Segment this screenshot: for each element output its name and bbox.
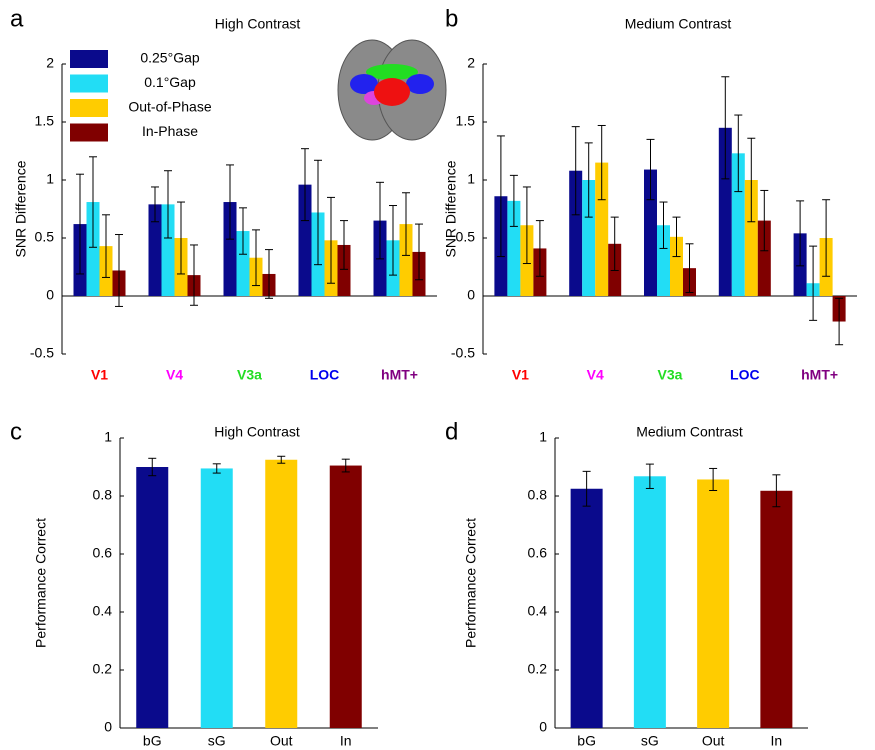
panel-label: d [445, 418, 458, 445]
x-tick-label: V3a [237, 367, 262, 383]
legend-swatch [70, 50, 108, 68]
y-tick-label: 0 [539, 719, 547, 735]
y-tick-label: 1.5 [35, 113, 55, 129]
legend-label: Out-of-Phase [128, 99, 211, 115]
x-tick-label: sG [208, 733, 226, 749]
y-tick-label: 0 [46, 287, 54, 303]
x-tick-label: V1 [512, 367, 529, 383]
x-tick-label: bG [577, 733, 596, 749]
roi-v1 [374, 78, 410, 106]
x-tick-label: V1 [91, 367, 108, 383]
x-tick-label: hMT+ [381, 367, 418, 383]
roi-loc [350, 74, 378, 94]
x-tick-label: LOC [730, 367, 760, 383]
legend-swatch [70, 99, 108, 117]
bar [161, 204, 175, 296]
y-tick-label: 2 [467, 55, 475, 71]
y-tick-label: 0.4 [528, 603, 548, 619]
x-tick-label: In [771, 733, 783, 749]
y-tick-label: 0 [104, 719, 112, 735]
bar [337, 244, 351, 296]
x-tick-label: V4 [166, 367, 183, 383]
bar [148, 204, 162, 296]
bar [670, 236, 683, 296]
bar [507, 200, 521, 296]
bar [136, 467, 169, 728]
bar [236, 231, 250, 296]
legend-swatch [70, 123, 108, 142]
x-tick-label: Out [270, 733, 293, 749]
panel-label: a [10, 5, 24, 32]
y-tick-label: 0.6 [528, 545, 548, 561]
legend-label: 0.1°Gap [144, 74, 196, 90]
y-tick-label: 0.4 [93, 603, 113, 619]
bar [86, 202, 100, 296]
y-tick-label: -0.5 [451, 345, 475, 361]
bar [718, 127, 732, 296]
bar [744, 180, 758, 296]
y-axis-label: SNR Difference [13, 160, 29, 257]
bar [223, 202, 237, 296]
y-axis-label: Performance Correct [463, 518, 479, 648]
x-tick-label: LOC [310, 367, 340, 383]
x-tick-label: sG [641, 733, 659, 749]
panel-label: c [10, 418, 22, 445]
legend-label: In-Phase [142, 123, 198, 139]
bar [595, 162, 609, 296]
y-tick-label: 1 [46, 171, 54, 187]
bar [298, 184, 312, 296]
bar [644, 169, 657, 296]
y-tick-label: 1 [104, 429, 112, 445]
y-tick-label: 1 [539, 429, 547, 445]
y-axis-label: Performance Correct [33, 518, 49, 648]
bar [569, 170, 583, 296]
y-tick-label: 0.5 [35, 229, 55, 245]
y-tick-label: 0.6 [93, 545, 113, 561]
bar [731, 153, 745, 296]
legend-label: 0.25°Gap [140, 50, 200, 66]
y-tick-label: 0.2 [93, 661, 113, 677]
bar [570, 488, 603, 728]
x-tick-label: hMT+ [801, 367, 838, 383]
y-tick-label: 2 [46, 55, 54, 71]
x-tick-label: Out [702, 733, 725, 749]
brain-inset [337, 39, 447, 141]
x-tick-label: V4 [587, 367, 604, 383]
bar [582, 180, 596, 296]
legend-swatch [70, 74, 108, 93]
chart-title: Medium Contrast [636, 424, 743, 440]
y-tick-label: 0.5 [456, 229, 476, 245]
y-tick-label: 0.2 [528, 661, 548, 677]
y-tick-label: 1.5 [456, 113, 476, 129]
y-tick-label: 1 [467, 171, 475, 187]
chart-title: High Contrast [215, 16, 301, 32]
bar [329, 465, 362, 728]
bar [760, 490, 793, 728]
panel-label: b [445, 5, 458, 32]
bar [757, 220, 771, 296]
y-tick-label: 0 [467, 287, 475, 303]
bar [200, 468, 233, 728]
roi-loc [406, 74, 434, 94]
y-tick-label: 0.8 [93, 487, 113, 503]
chart-title: High Contrast [214, 424, 300, 440]
x-tick-label: In [340, 733, 352, 749]
bar [265, 459, 298, 728]
chart-title: Medium Contrast [625, 16, 732, 32]
bar [399, 224, 413, 296]
y-tick-label: -0.5 [30, 345, 54, 361]
x-tick-label: V3a [658, 367, 683, 383]
y-axis-label: SNR Difference [443, 160, 459, 257]
bar [633, 476, 666, 728]
bar [697, 479, 730, 728]
bar [657, 225, 670, 296]
y-tick-label: 0.8 [528, 487, 548, 503]
x-tick-label: bG [143, 733, 162, 749]
roi-v3a [366, 64, 418, 80]
